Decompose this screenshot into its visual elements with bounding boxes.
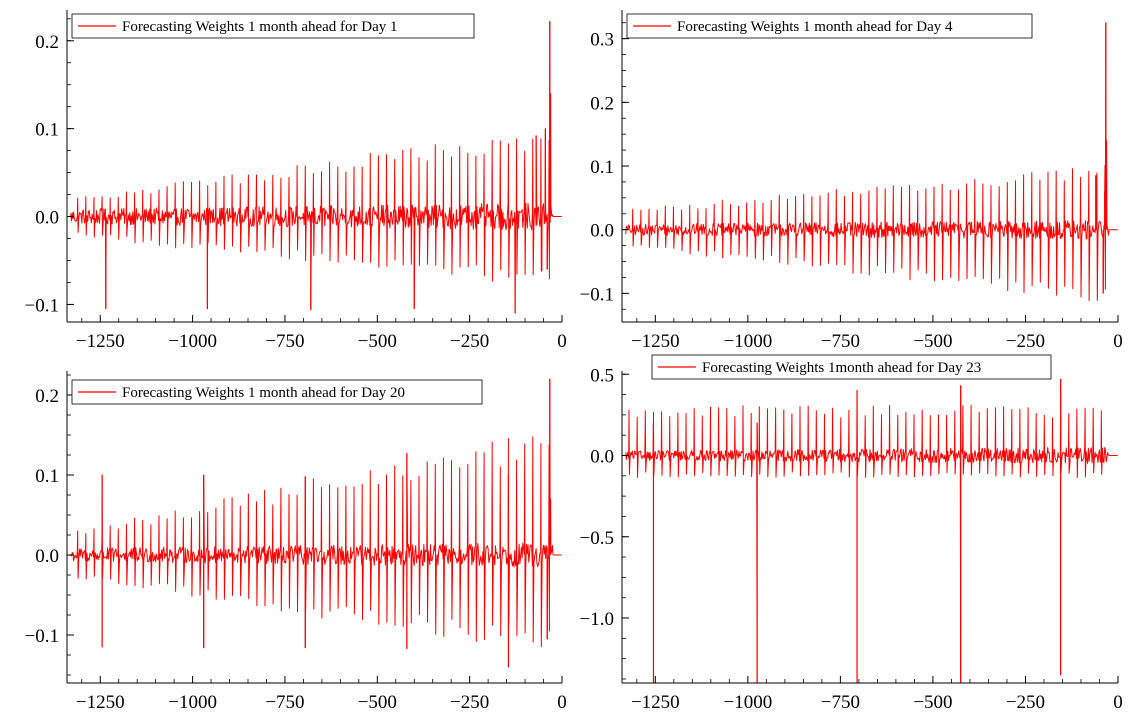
series-line [625,22,1118,302]
series-group [625,378,1118,683]
legend-label: Forecasting Weights 1 month ahead for Da… [122,385,405,401]
legend-box [71,379,483,405]
legend-box [651,354,1052,380]
y-tick-label: −0.1 [25,295,59,316]
x-tick-label: −750 [821,331,860,352]
legend-label: Forecasting Weights 1 month ahead for Da… [122,19,398,35]
series-group [625,22,1118,302]
x-tick-label: −1000 [723,692,772,713]
x-tick-label: −1000 [168,331,217,352]
x-tick-label: −500 [913,692,952,713]
y-tick-label: 0.1 [590,157,614,178]
panel-day-20: −1250 −1000 −750 −500 −250 0 −0.1 0.0 0.1 0.2 Fore… [25,371,567,713]
y-tick-label: 0.1 [35,120,59,141]
x-tick-label: −1250 [631,331,680,352]
x-tick-label: 0 [557,331,567,352]
y-tick-label: 0.5 [590,365,614,386]
x-tick-label: −750 [265,692,304,713]
y-tick-label: 0.2 [35,386,59,407]
y-tick-label: 0.1 [35,466,59,487]
x-tick-label: −250 [1006,331,1045,352]
x-tick-label: 0 [1113,692,1123,713]
y-tick-label: 0.2 [35,32,59,53]
x-tick-label: −1000 [723,331,772,352]
panel-day-23: −1250 −1000 −750 −500 −250 0 −1.0 −0.5 0.0 0.5 For… [580,354,1123,713]
x-tick-label: −500 [358,692,397,713]
x-tick-label: −500 [913,331,952,352]
panel-day-4: −1250 −1000 −750 −500 −250 0 −0.1 0.0 0.1 0.2 0.3 F… [580,10,1123,352]
legend-label: Forecasting Weights 1month ahead for Day… [702,360,981,376]
series-group [70,20,562,314]
y-tick-label: 0.2 [590,93,614,114]
x-tick-label: −500 [358,331,397,352]
x-tick-label: 0 [557,692,567,713]
series-group [70,378,562,668]
legend-box [71,13,475,39]
series-line [70,20,562,314]
y-tick-label: 0.0 [35,546,59,567]
x-tick-label: −1250 [631,692,680,713]
y-tick-label: 0.3 [590,30,614,51]
y-tick-label: −0.1 [580,284,614,305]
y-tick-label: −0.5 [580,528,614,549]
y-tick-label: 0.0 [35,208,59,229]
x-tick-label: −250 [1006,692,1045,713]
x-tick-label: −1000 [168,692,217,713]
series-line [625,378,1118,683]
x-tick-label: −250 [450,331,489,352]
x-tick-label: −1250 [76,331,125,352]
series-line [70,378,562,668]
x-tick-label: −750 [265,331,304,352]
y-tick-label: 0.0 [590,221,614,242]
y-tick-label: 0.0 [590,447,614,468]
y-tick-label: −1.0 [580,609,614,630]
panel-day-1: −1250 −1000 −750 −500 −250 0 −0.1 0.0 0.1 0.2 Fore… [25,10,567,352]
x-tick-label: −1250 [76,692,125,713]
x-tick-label: 0 [1113,331,1123,352]
y-tick-label: −0.1 [25,626,59,647]
legend-box [626,13,1033,39]
x-tick-label: −250 [450,692,489,713]
legend-label: Forecasting Weights 1 month ahead for Da… [677,19,953,35]
x-tick-label: −750 [821,692,860,713]
